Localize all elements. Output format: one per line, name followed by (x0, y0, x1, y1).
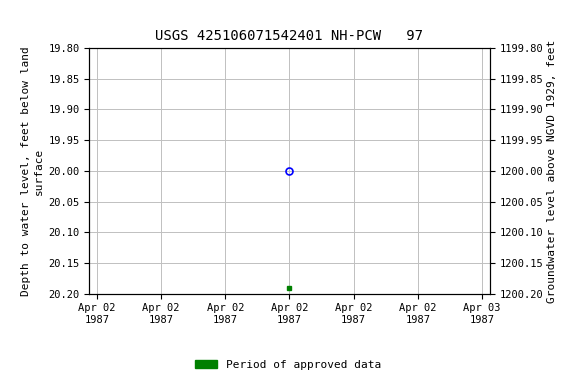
Legend: Period of approved data: Period of approved data (191, 356, 385, 375)
Y-axis label: Depth to water level, feet below land
surface: Depth to water level, feet below land su… (21, 46, 44, 296)
Title: USGS 425106071542401 NH-PCW   97: USGS 425106071542401 NH-PCW 97 (156, 29, 423, 43)
Y-axis label: Groundwater level above NGVD 1929, feet: Groundwater level above NGVD 1929, feet (547, 39, 557, 303)
